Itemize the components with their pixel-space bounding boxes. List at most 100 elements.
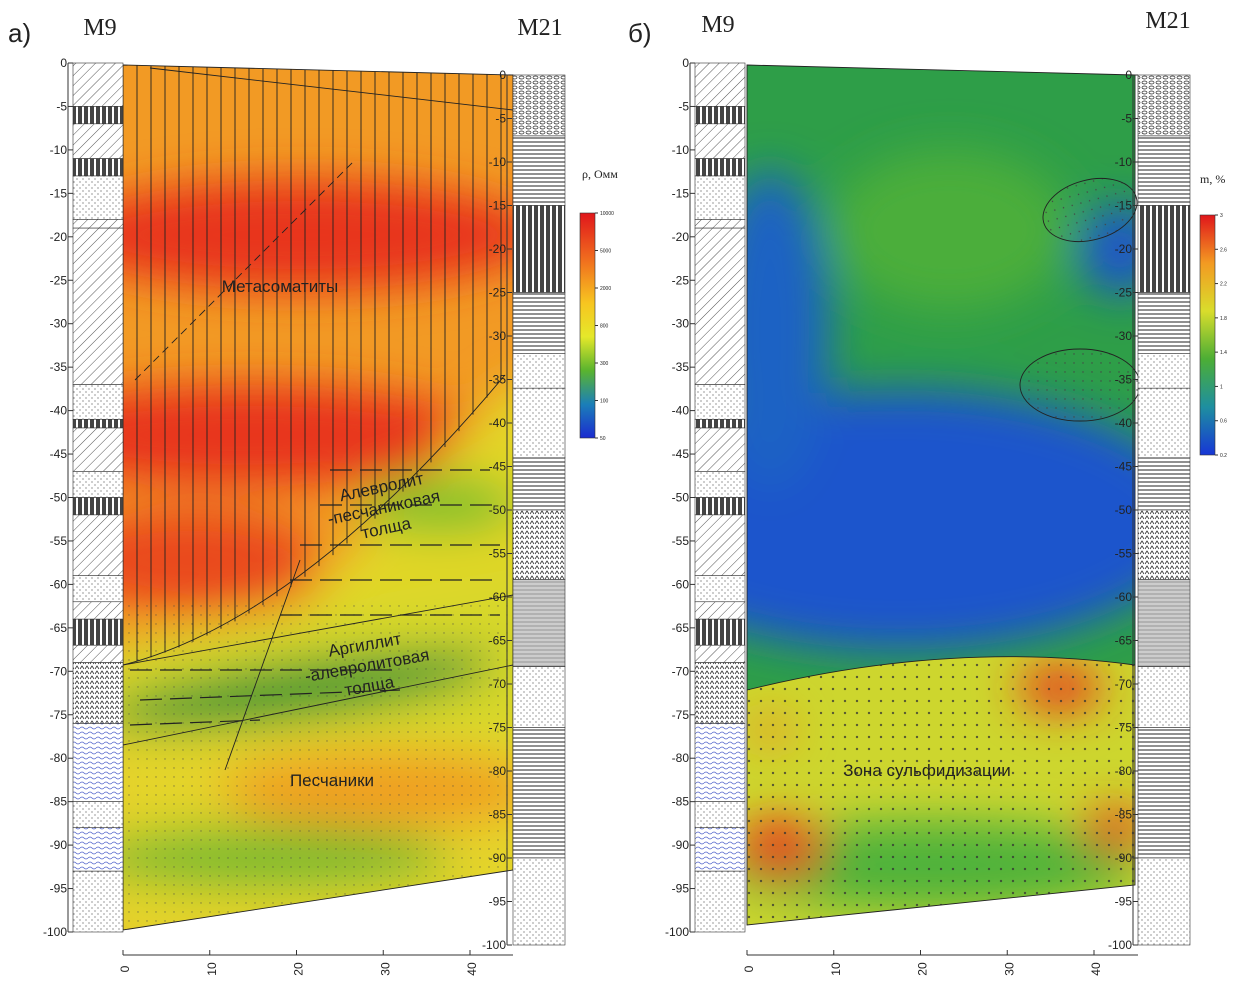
lithology — [694, 827, 746, 872]
lithology — [694, 514, 746, 577]
y-tick-label: -15 — [672, 186, 690, 200]
y-tick-label: -65 — [672, 621, 690, 635]
colorbar-tick-label: 0.2 — [1220, 453, 1227, 459]
lithology — [1137, 387, 1191, 459]
colorbar — [579, 212, 596, 439]
x-tick-label: 40 — [465, 962, 479, 976]
y-tick-label: 0 — [499, 68, 506, 82]
y-tick-label: -45 — [1115, 460, 1133, 474]
x-tick-label: 30 — [1002, 962, 1016, 976]
y-tick-label: -100 — [1108, 938, 1132, 952]
y-tick-label: -75 — [1115, 721, 1133, 735]
y-tick-label: -90 — [50, 838, 68, 852]
lithology — [72, 418, 124, 429]
lithology — [72, 801, 124, 829]
lithology — [72, 662, 124, 724]
lithology — [694, 384, 746, 420]
colorbar-tick-label: 2.6 — [1220, 247, 1227, 253]
y-tick-label: -90 — [672, 838, 690, 852]
lithology — [694, 601, 746, 620]
y-tick-label: -90 — [489, 851, 507, 865]
y-tick-label: -85 — [489, 808, 507, 822]
lithology — [72, 471, 124, 498]
y-tick-label: -30 — [50, 317, 68, 331]
y-tick-label: -15 — [489, 199, 507, 213]
y-tick-label: -50 — [489, 503, 507, 517]
x-tick-label: 40 — [1089, 962, 1103, 976]
y-tick-label: -85 — [50, 795, 68, 809]
lithology — [72, 384, 124, 420]
y-tick-label: -5 — [1121, 112, 1132, 126]
colorbar-tick-label: 100 — [600, 399, 609, 405]
lithology — [1137, 292, 1191, 354]
lithology — [694, 723, 746, 802]
y-tick-label: -95 — [489, 895, 507, 909]
y-tick-label: -55 — [489, 547, 507, 561]
y-tick-label: -60 — [672, 577, 690, 591]
lithology — [72, 514, 124, 577]
panel-label: б) — [628, 18, 652, 48]
y-tick-label: -35 — [50, 360, 68, 374]
x-tick-label: 10 — [205, 962, 219, 976]
lithology — [72, 827, 124, 872]
lithology — [1137, 74, 1191, 137]
y-tick-label: -40 — [1115, 416, 1133, 430]
y-tick-label: -25 — [672, 273, 690, 287]
y-tick-label: -65 — [489, 634, 507, 648]
y-tick-label: -95 — [1115, 895, 1133, 909]
lithology — [72, 62, 124, 107]
lithology — [694, 427, 746, 472]
well-name: M9 — [701, 12, 734, 38]
y-tick-label: -10 — [1115, 155, 1133, 169]
y-tick-label: 0 — [682, 56, 689, 70]
lithology — [694, 158, 746, 177]
y-tick-label: -30 — [672, 317, 690, 331]
y-tick-label: -55 — [1115, 547, 1133, 561]
y-tick-label: -40 — [489, 416, 507, 430]
lithology — [694, 618, 746, 646]
y-tick-label: -25 — [1115, 286, 1133, 300]
lithology — [512, 457, 566, 511]
lithology — [694, 106, 746, 125]
y-tick-label: -70 — [50, 664, 68, 678]
lithology — [694, 123, 746, 159]
colorbar-title: m, % — [1200, 172, 1225, 186]
y-tick-label: -50 — [50, 491, 68, 505]
lithology — [694, 471, 746, 498]
y-tick-label: -80 — [50, 751, 68, 765]
lithology — [1137, 857, 1191, 946]
well-name: M21 — [517, 15, 562, 41]
y-tick-label: -60 — [50, 577, 68, 591]
lithology — [72, 870, 124, 933]
lithology — [72, 219, 124, 229]
y-tick-label: 0 — [1125, 68, 1132, 82]
y-tick-label: -70 — [489, 677, 507, 691]
lithology — [72, 427, 124, 472]
x-tick-label: 10 — [829, 962, 843, 976]
lithology — [72, 106, 124, 125]
y-tick-label: -70 — [672, 664, 690, 678]
y-tick-label: -65 — [1115, 634, 1133, 648]
y-tick-label: -60 — [489, 590, 507, 604]
y-tick-label: -35 — [489, 373, 507, 387]
y-tick-label: -40 — [672, 404, 690, 418]
lithology — [694, 62, 746, 107]
y-tick-label: -5 — [56, 99, 67, 113]
y-tick-label: -35 — [672, 360, 690, 374]
lithology — [72, 175, 124, 220]
resistivity-field — [123, 65, 513, 930]
y-tick-label: -5 — [495, 112, 506, 126]
lithology — [512, 205, 566, 293]
y-tick-label: -65 — [50, 621, 68, 635]
y-tick-label: -50 — [672, 491, 690, 505]
annotation: Зона сульфидизации — [843, 761, 1011, 780]
lithology — [1137, 353, 1191, 389]
y-tick-label: -80 — [672, 751, 690, 765]
y-tick-label: -80 — [1115, 764, 1133, 778]
y-tick-label: -45 — [672, 447, 690, 461]
x-tick-label: 20 — [916, 962, 930, 976]
colorbar-title: ρ, Омм — [582, 167, 618, 181]
well-name: M21 — [1145, 8, 1190, 34]
lithology — [72, 123, 124, 159]
